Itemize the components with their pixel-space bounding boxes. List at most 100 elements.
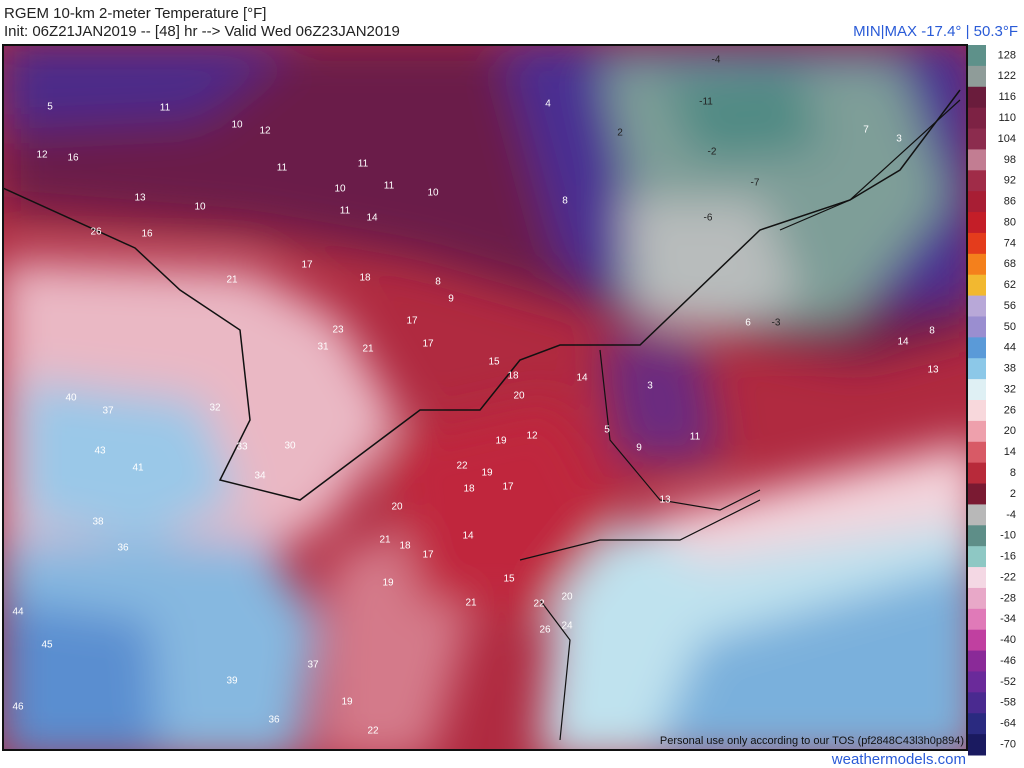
station-value: 10 xyxy=(194,202,206,213)
colorbar-label: -16 xyxy=(1000,551,1016,563)
station-value: 22 xyxy=(456,461,468,472)
colorbar-label: 74 xyxy=(1004,237,1016,249)
title: RGEM 10-km 2-meter Temperature [°F] xyxy=(4,5,266,22)
station-value: 19 xyxy=(495,436,507,447)
colorbar-swatch xyxy=(968,274,986,297)
station-value: 14 xyxy=(462,531,474,542)
colorbar-swatch xyxy=(968,650,986,672)
colorbar-swatch xyxy=(968,232,986,255)
station-value: 3 xyxy=(896,134,902,145)
colorbar-label: 44 xyxy=(1004,342,1016,354)
station-value: 33 xyxy=(236,442,248,453)
colorbar-label: 98 xyxy=(1004,154,1016,166)
colorbar-swatch xyxy=(968,86,986,109)
station-value: 8 xyxy=(435,277,441,288)
colorbar-label: -10 xyxy=(1000,530,1016,542)
station-value: 40 xyxy=(65,393,77,404)
station-value: 41 xyxy=(132,463,144,474)
colorbar: 128 122 116 110 104 98 92 86 80 74 68 62 56 50 44 38 32 2… xyxy=(968,45,1016,756)
station-value: 45 xyxy=(41,640,53,651)
station-value: 11 xyxy=(690,432,701,443)
colorbar-swatch xyxy=(968,441,986,464)
station-value: 5 xyxy=(604,425,610,436)
station-value: 17 xyxy=(301,260,313,271)
station-value: 17 xyxy=(422,339,434,350)
station-value: 2 xyxy=(617,128,623,139)
colorbar-swatch xyxy=(968,525,986,547)
station-value: 18 xyxy=(399,541,411,552)
colorbar-label: -70 xyxy=(1000,738,1016,750)
colorbar-swatch xyxy=(968,337,986,359)
station-value: 26 xyxy=(90,227,102,238)
station-value: 36 xyxy=(268,715,280,726)
colorbar-label: 38 xyxy=(1004,363,1016,375)
station-value: 11 xyxy=(340,206,351,217)
station-value: 19 xyxy=(382,578,394,589)
station-value: 3 xyxy=(647,381,653,392)
station-value: 17 xyxy=(502,482,514,493)
station-value: 13 xyxy=(927,365,939,376)
colorbar-swatch xyxy=(968,212,986,234)
station-value: 9 xyxy=(448,294,454,305)
colorbar-swatch xyxy=(968,483,986,505)
colorbar-swatch xyxy=(968,462,986,485)
station-value: 18 xyxy=(359,273,371,284)
colorbar-label: -46 xyxy=(1000,655,1016,667)
station-value: 23 xyxy=(332,325,344,336)
station-value: 30 xyxy=(284,441,296,452)
colorbar-label: 110 xyxy=(998,112,1016,124)
station-value: 15 xyxy=(488,357,500,368)
station-value: 21 xyxy=(226,275,238,286)
station-value: 36 xyxy=(117,543,129,554)
colorbar-swatch xyxy=(968,358,986,380)
station-value: 9 xyxy=(636,443,642,454)
colorbar-label: -40 xyxy=(1000,634,1016,646)
colorbar-swatch xyxy=(968,65,986,88)
station-value: 8 xyxy=(929,326,935,337)
coastline xyxy=(519,99,961,741)
station-value: 14 xyxy=(366,213,378,224)
colorbar-label: 122 xyxy=(998,70,1016,82)
station-value: 21 xyxy=(379,535,391,546)
colorbar-label: 14 xyxy=(1004,446,1016,458)
station-value: -11 xyxy=(699,97,713,108)
station-value: -3 xyxy=(772,318,781,329)
station-value: 39 xyxy=(226,676,238,687)
colorbar-swatch xyxy=(968,671,986,693)
station-value: 17 xyxy=(406,316,418,327)
station-value: -6 xyxy=(704,213,713,224)
colorbar-label: 68 xyxy=(1004,258,1016,270)
station-value: 11 xyxy=(277,163,288,174)
station-value: 14 xyxy=(897,337,909,348)
colorbar-swatch xyxy=(968,253,986,276)
station-value: 21 xyxy=(465,598,477,609)
colorbar-label: -22 xyxy=(1000,571,1016,583)
station-value: 18 xyxy=(507,371,519,382)
colorbar-label: 2 xyxy=(1010,488,1016,500)
colorbar-label: -4 xyxy=(1006,509,1016,521)
station-value: 10 xyxy=(427,188,439,199)
colorbar-label: -52 xyxy=(1000,676,1016,688)
colorbar-swatch xyxy=(968,420,986,443)
station-value: 16 xyxy=(141,229,153,240)
station-value: 10 xyxy=(334,184,346,195)
station-value: 8 xyxy=(562,196,568,207)
temperature-field xyxy=(3,45,967,750)
station-value: -7 xyxy=(751,178,760,189)
tos-notice: Personal use only according to our TOS (… xyxy=(660,735,964,747)
station-value: 46 xyxy=(12,702,24,713)
station-value: 37 xyxy=(102,406,114,417)
colorbar-swatch xyxy=(968,504,986,526)
colorbar-swatch xyxy=(968,692,986,714)
colorbar-swatch xyxy=(968,567,986,589)
colorbar-label: 116 xyxy=(998,91,1016,103)
station-value: 22 xyxy=(533,599,545,610)
min-max: MIN|MAX -17.4° | 50.3°F xyxy=(853,23,1018,40)
station-value: 31 xyxy=(317,342,329,353)
station-value: 17 xyxy=(422,550,434,561)
colorbar-swatch xyxy=(968,170,986,192)
colorbar-label: -28 xyxy=(1000,592,1016,604)
colorbar-label: -34 xyxy=(1000,613,1016,625)
